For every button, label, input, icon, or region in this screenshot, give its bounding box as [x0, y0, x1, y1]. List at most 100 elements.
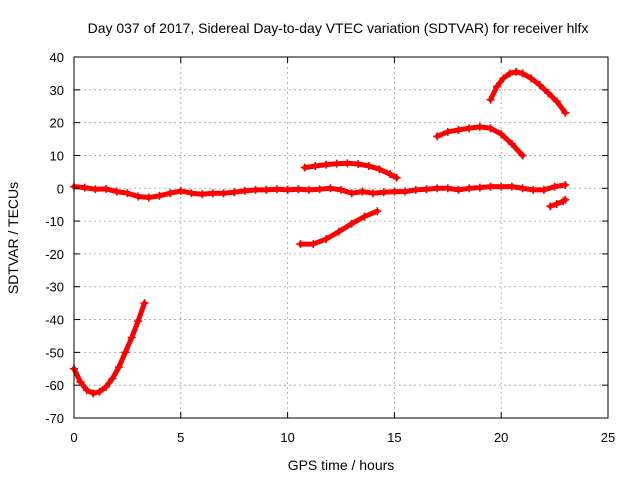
data-point	[492, 82, 501, 91]
data-point	[112, 187, 121, 196]
data-point	[240, 186, 249, 195]
data-point	[475, 122, 484, 131]
data-point	[486, 95, 495, 104]
data-point	[552, 200, 561, 209]
data-point	[550, 182, 559, 191]
data-point	[334, 227, 343, 236]
data-point	[108, 374, 117, 383]
y-tick-label: -50	[45, 345, 64, 360]
data-point	[422, 185, 431, 194]
y-tick-label: 30	[50, 83, 64, 98]
data-point	[82, 386, 91, 395]
data-point	[486, 124, 495, 133]
data-point	[401, 187, 410, 196]
data-point	[527, 74, 536, 83]
data-point	[392, 173, 401, 182]
data-point	[315, 185, 324, 194]
data-point	[134, 192, 143, 201]
data-point	[433, 132, 442, 141]
data-point	[283, 185, 292, 194]
data-point	[518, 69, 527, 78]
data-point	[443, 127, 452, 136]
data-point	[176, 186, 185, 195]
data-point	[465, 184, 474, 193]
data-point	[322, 160, 331, 169]
y-tick-label: -20	[45, 247, 64, 262]
data-point	[300, 163, 309, 172]
plot-frame	[73, 56, 609, 419]
x-tick-label: 15	[387, 430, 401, 445]
y-tick-labels: -70 -60 -50 -40 -30 -20 -10 0 10 20 30 40	[45, 50, 64, 426]
data-point	[208, 189, 217, 198]
data-point	[326, 184, 335, 193]
data-point	[512, 67, 521, 76]
data-point	[544, 89, 553, 98]
data-point	[454, 185, 463, 194]
data-point	[358, 187, 367, 196]
data-point	[187, 189, 196, 198]
data-point	[294, 185, 303, 194]
data-point	[80, 183, 89, 192]
data-point	[230, 188, 239, 197]
data-point	[155, 191, 164, 200]
data-point	[486, 182, 495, 191]
data-point	[198, 190, 207, 199]
data-point	[140, 299, 149, 308]
data-point	[546, 202, 555, 211]
data-point	[507, 139, 516, 148]
grid	[74, 57, 608, 418]
data-point	[95, 387, 104, 396]
data-point	[296, 240, 305, 249]
data-point	[91, 185, 100, 194]
series-layer	[70, 67, 570, 398]
data-point	[354, 159, 363, 168]
y-tick-label: -40	[45, 313, 64, 328]
data-point	[309, 240, 318, 249]
x-tick-labels: 0 5 10 15 20 25	[70, 430, 615, 445]
data-point	[390, 187, 399, 196]
data-point	[343, 159, 352, 168]
data-point	[262, 185, 271, 194]
data-point	[465, 124, 474, 133]
ticks	[73, 56, 609, 419]
series-arc-low	[70, 299, 149, 398]
data-point	[127, 333, 136, 342]
series-line	[71, 300, 147, 396]
data-point	[76, 377, 85, 386]
data-point	[347, 189, 356, 198]
data-point	[121, 348, 130, 357]
x-tick-label: 0	[70, 430, 77, 445]
data-point	[123, 189, 132, 198]
data-point	[561, 195, 570, 204]
series-line	[302, 160, 399, 181]
series-arc-small	[546, 195, 570, 211]
y-tick-label: 0	[57, 181, 64, 196]
data-point	[347, 219, 356, 228]
x-tick-label: 10	[280, 430, 294, 445]
y-tick-label: -10	[45, 214, 64, 229]
data-point	[360, 212, 369, 221]
series-arc-main-2	[283, 180, 570, 198]
chart-title: Day 037 of 2017, Sidereal Day-to-day VTE…	[88, 20, 589, 36]
x-axis-title: GPS time / hours	[288, 457, 395, 473]
series-arc-top	[486, 67, 570, 117]
data-point	[369, 189, 378, 198]
data-point	[411, 185, 420, 194]
y-tick-label: 10	[50, 148, 64, 163]
data-point	[475, 183, 484, 192]
data-point	[561, 108, 570, 117]
data-point	[89, 389, 98, 398]
data-point	[102, 184, 111, 193]
data-point	[332, 159, 341, 168]
data-point	[375, 165, 384, 174]
data-point	[304, 185, 313, 194]
data-point	[505, 69, 514, 78]
data-point	[433, 184, 442, 193]
data-point	[251, 185, 260, 194]
y-tick-label: 40	[50, 50, 64, 65]
data-point	[379, 188, 388, 197]
data-point	[499, 74, 508, 83]
data-point	[497, 130, 506, 139]
data-point	[102, 382, 111, 391]
y-tick-label: 20	[50, 116, 64, 131]
